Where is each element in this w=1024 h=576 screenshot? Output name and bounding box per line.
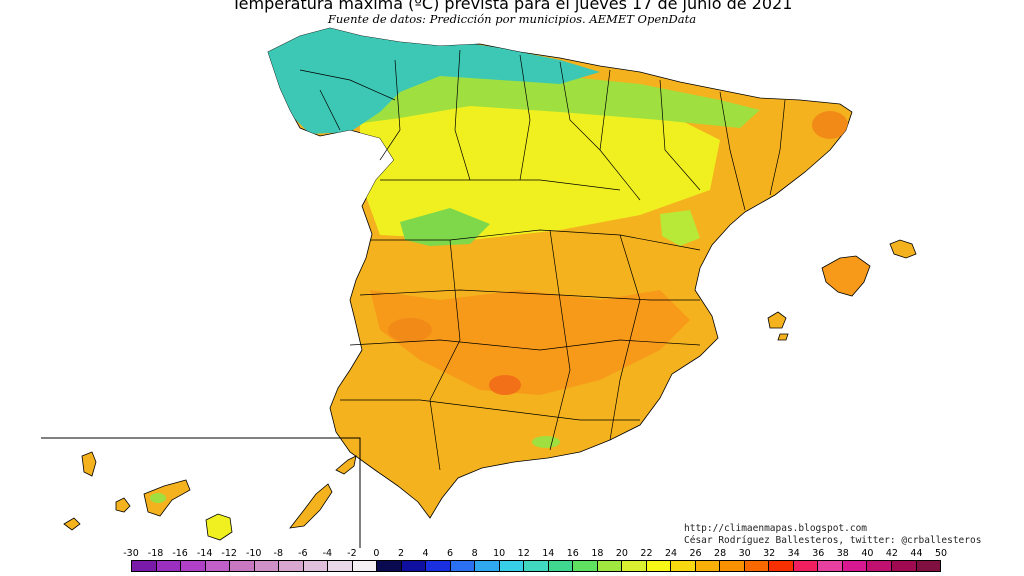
scale-swatch [573,561,598,571]
scale-swatch [401,561,427,571]
scale-swatch [475,561,500,571]
scale-swatch [671,561,696,571]
scale-swatch [646,561,672,571]
scale-tick-label: 12 [517,548,530,559]
mallorca-island [821,255,871,297]
teide-zone [150,493,166,503]
scale-tick-label: -14 [196,548,213,559]
scale-swatch [769,561,794,571]
color-scale [131,560,941,572]
sierra-nevada-zone [532,436,560,448]
scale-tick-label: -2 [347,548,357,559]
scale-tick-label: 20 [615,548,628,559]
scale-tick-label: 24 [664,548,678,559]
scale-swatch [695,561,721,571]
scale-swatch [548,561,574,571]
scale-swatch [744,561,770,571]
map-title: Temperatura máxima (ºC) prevista para el… [231,0,793,13]
scale-tick-label: 18 [591,548,604,559]
scale-tick-label: -4 [322,548,333,559]
scale-swatch [793,561,819,571]
scale-tick-label: 32 [763,548,776,559]
scale-tick-label: 42 [885,548,898,559]
scale-swatch [622,561,647,571]
map-subtitle: Fuente de datos: Predicción por municipi… [327,12,697,26]
scale-swatch [132,561,157,571]
northern-plateau-zone [360,95,720,240]
scale-tick-label: 26 [689,548,702,559]
central-range-zone [400,208,490,246]
scale-swatch [156,561,182,571]
scale-swatch [279,561,304,571]
ibiza-island [767,311,787,329]
scale-swatch [867,561,892,571]
scale-tick-label: -12 [221,548,237,559]
scale-tick-label: -8 [273,548,284,559]
scale-tick-label: 0 [373,548,380,559]
province-borders [299,49,786,471]
scale-tick-label: 22 [640,548,653,559]
scale-tick-label: 10 [493,548,506,559]
scale-tick-label: -30 [123,548,139,559]
scale-swatch [303,561,329,571]
scale-swatch [426,561,451,571]
scale-swatch [891,561,917,571]
scale-swatch [916,561,941,571]
legend-ticks: -30 -18 -16 -14 -12 -10 -8 -6 -4 -2 0 2 4 6 8 10 12 14 16 1… [0,548,1024,560]
scale-tick-label: 14 [542,548,555,559]
scale-swatch [597,561,623,571]
scale-swatch [842,561,868,571]
scale-swatch [818,561,843,571]
scale-tick-label: -18 [147,548,164,559]
gran-canaria-island [205,513,233,541]
credit-author: César Rodríguez Ballesteros, twitter: @c… [684,535,982,546]
canary-inset-frame [41,437,361,548]
hottest-spot-guadalquivir [489,375,521,395]
scale-tick-label: 44 [910,548,923,559]
el-hierro-island [63,517,81,531]
scale-swatch [524,561,549,571]
hottest-spot-east [812,111,848,139]
iberian-range-zone [660,210,700,246]
scale-tick-label: 28 [714,548,727,559]
scale-tick-label: 38 [836,548,849,559]
scale-swatch [377,561,402,571]
scale-swatch [352,561,378,571]
la-palma-island [81,451,97,477]
scale-tick-label: -16 [172,548,188,559]
credit-url: http://climaenmapas.blogspot.com [684,523,868,534]
scale-swatch [499,561,525,571]
scale-tick-label: 16 [566,548,579,559]
scale-swatch [230,561,255,571]
scale-swatch [205,561,231,571]
menorca-island [889,239,917,259]
cool-northwest-zone [268,28,600,134]
scale-tick-label: 50 [934,548,948,559]
scale-tick-label: -10 [245,548,262,559]
scale-tick-label: 30 [738,548,751,559]
scale-swatch [328,561,353,571]
scale-tick-label: -6 [298,548,308,559]
fuerteventura-island [289,483,333,529]
scale-tick-label: 36 [812,548,825,559]
scale-swatch [254,561,280,571]
scale-tick-label: 34 [787,548,800,559]
la-gomera-island [115,497,131,513]
scale-swatch [450,561,476,571]
scale-swatch [181,561,206,571]
scale-tick-label: 4 [422,548,429,559]
scale-swatch [720,561,745,571]
scale-tick-label: 8 [471,548,478,559]
scale-tick-label: 40 [861,548,874,559]
scale-tick-label: 2 [397,548,405,559]
scale-tick-label: 6 [447,548,454,559]
tenerife-island [143,479,191,517]
lanzarote-island [335,455,357,475]
formentera-island [777,333,789,341]
hottest-spot-west [388,318,432,342]
hot-south-zone [370,290,690,395]
